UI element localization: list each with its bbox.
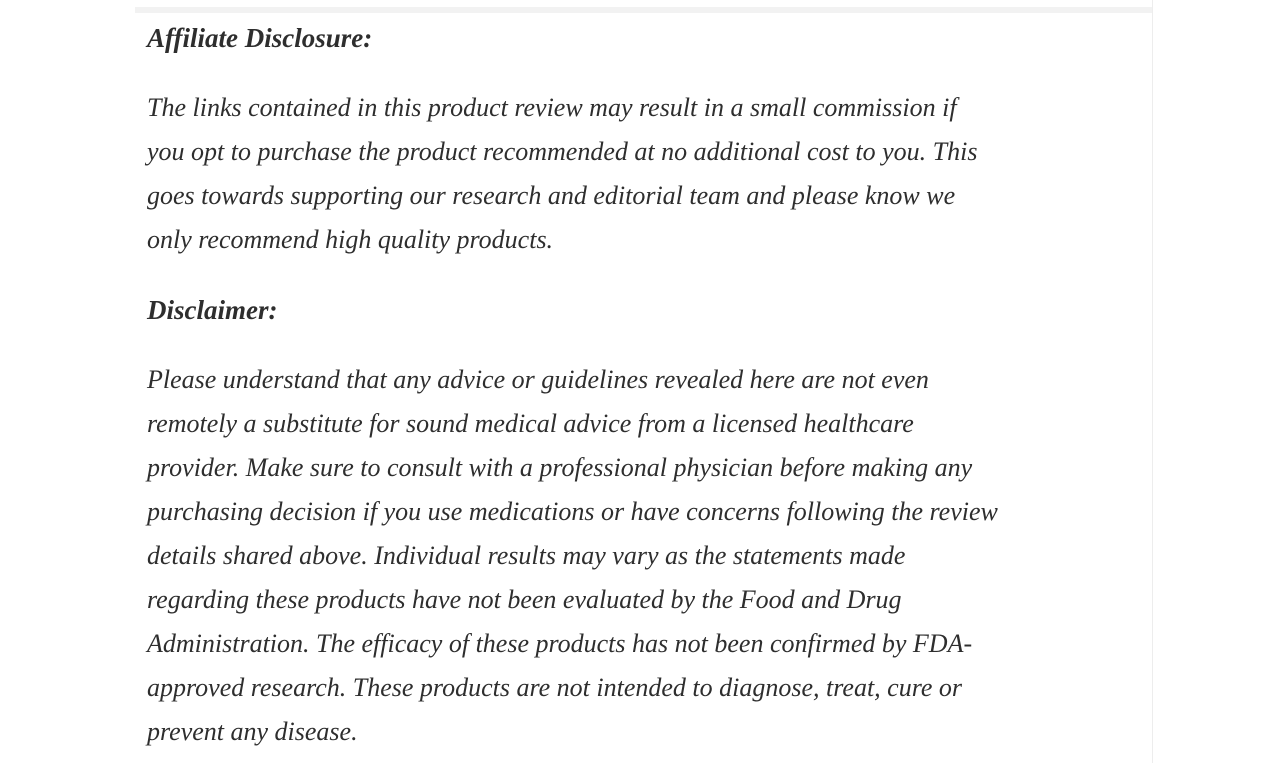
affiliate-disclosure-heading: Affiliate Disclosure: [147, 23, 373, 53]
article-body: Affiliate Disclosure: The links containe… [135, 0, 1152, 754]
affiliate-disclosure-paragraph: The links contained in this product revi… [147, 93, 978, 254]
disclaimer-paragraph: Please understand that any advice or gui… [147, 365, 998, 746]
top-divider [135, 7, 1152, 13]
disclaimer-heading: Disclaimer: [147, 295, 278, 325]
content-column: Affiliate Disclosure: The links containe… [135, 0, 1153, 763]
